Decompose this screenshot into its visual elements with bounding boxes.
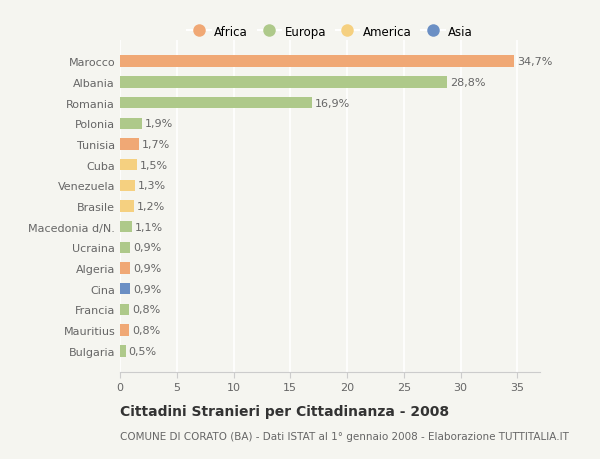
Bar [120, 77, 447, 88]
Text: 1,2%: 1,2% [136, 202, 165, 212]
Bar [120, 201, 134, 212]
Bar [120, 98, 312, 109]
Bar [120, 222, 133, 233]
Text: 0,5%: 0,5% [128, 346, 157, 356]
Text: 1,1%: 1,1% [136, 222, 163, 232]
Bar [120, 56, 514, 67]
Bar [120, 160, 137, 171]
Bar [120, 346, 125, 357]
Bar [120, 242, 130, 253]
Text: 34,7%: 34,7% [517, 57, 552, 67]
Text: 0,9%: 0,9% [133, 243, 161, 253]
Text: 0,9%: 0,9% [133, 284, 161, 294]
Legend: Africa, Europa, America, Asia: Africa, Europa, America, Asia [182, 21, 478, 43]
Text: 1,7%: 1,7% [142, 140, 170, 150]
Bar [120, 325, 129, 336]
Text: 0,8%: 0,8% [132, 305, 160, 315]
Text: 1,5%: 1,5% [140, 160, 168, 170]
Text: COMUNE DI CORATO (BA) - Dati ISTAT al 1° gennaio 2008 - Elaborazione TUTTITALIA.: COMUNE DI CORATO (BA) - Dati ISTAT al 1°… [120, 431, 569, 442]
Text: Cittadini Stranieri per Cittadinanza - 2008: Cittadini Stranieri per Cittadinanza - 2… [120, 404, 449, 418]
Bar [120, 118, 142, 129]
Text: 0,9%: 0,9% [133, 263, 161, 274]
Bar [120, 304, 129, 315]
Bar [120, 263, 130, 274]
Bar [120, 139, 139, 150]
Text: 28,8%: 28,8% [450, 78, 485, 88]
Text: 1,3%: 1,3% [137, 181, 166, 191]
Text: 16,9%: 16,9% [314, 98, 350, 108]
Text: 1,9%: 1,9% [145, 119, 173, 129]
Bar [120, 284, 130, 295]
Text: 0,8%: 0,8% [132, 325, 160, 336]
Bar [120, 180, 135, 191]
